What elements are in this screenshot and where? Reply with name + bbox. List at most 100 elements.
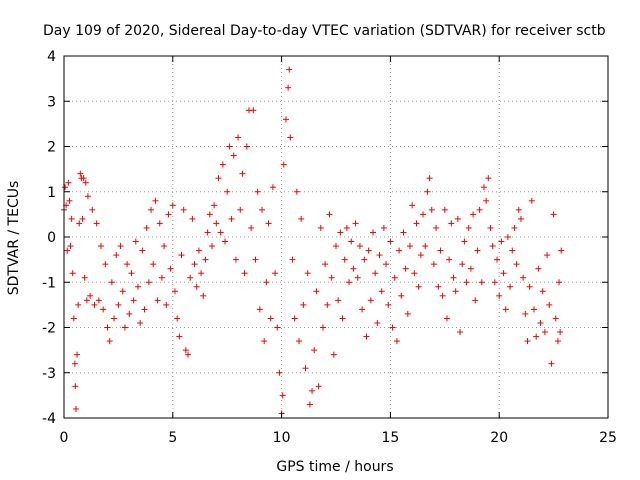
data-point [185,351,192,358]
data-point [241,270,248,277]
data-point [391,274,398,281]
data-point [302,365,309,372]
data-point [289,256,296,263]
data-point [459,261,466,268]
data-point [372,270,379,277]
data-point [520,274,527,281]
data-point [191,261,198,268]
data-point [204,229,211,236]
data-point [100,306,107,313]
data-point [82,179,89,186]
data-point [230,152,237,159]
data-point [111,315,118,322]
axis-ticks: 0 5 10 15 20 25 -4 -3 -2 -1 0 1 2 3 4 [42,49,617,446]
data-point [174,315,181,322]
data-point [487,224,494,231]
data-point [143,224,150,231]
data-point [365,247,372,254]
data-point [552,315,559,322]
data-point [72,383,79,390]
data-point [81,274,88,281]
data-point [248,224,255,231]
data-point [480,184,487,191]
data-point [276,369,283,376]
data-point [324,301,331,308]
data-point [239,170,246,177]
data-point [83,297,90,304]
data-point [387,238,394,245]
data-point [472,297,479,304]
y-tick-label: 4 [47,49,56,65]
data-point [544,252,551,259]
data-point [296,338,303,345]
data-point [361,256,368,263]
data-point [457,329,464,336]
data-point [498,238,505,245]
data-points [61,66,565,417]
data-point [476,206,483,213]
data-point [141,306,148,313]
data-point [478,279,485,286]
data-point [156,220,163,227]
data-point [72,405,79,412]
data-point [502,306,509,313]
data-point [113,252,120,259]
data-point [93,220,100,227]
data-point [417,252,424,259]
data-point [272,270,279,277]
data-point [269,184,276,191]
data-point [454,215,461,222]
data-point [528,197,535,204]
data-point [67,243,74,250]
y-tick-label: -4 [42,411,56,427]
data-point [439,292,446,299]
data-point [483,197,490,204]
data-point [165,211,172,218]
data-point [261,338,268,345]
data-point [213,220,220,227]
data-point [69,270,76,277]
data-point [115,301,122,308]
data-point [385,301,392,308]
data-point [400,229,407,236]
data-point [546,301,553,308]
chart-title: Day 109 of 2020, Sidereal Day-to-day VTE… [43,23,606,39]
data-point [531,306,538,313]
data-point [352,220,359,227]
data-point [132,238,139,245]
data-point [326,211,333,218]
data-point [222,238,229,245]
data-point [522,310,529,317]
data-point [75,301,82,308]
y-tick-label: -2 [42,321,56,337]
data-point [424,188,431,195]
data-point [65,179,72,186]
y-tick-label: 3 [47,94,56,110]
data-point [535,265,542,272]
data-point [330,351,337,358]
y-tick-label: -3 [42,366,56,382]
data-point [328,274,335,281]
data-point [243,143,250,150]
data-point [68,215,75,222]
data-point [450,274,457,281]
data-point [354,274,361,281]
data-point [363,333,370,340]
data-point [437,247,444,254]
data-point [311,347,318,354]
data-point [537,319,544,326]
data-point [89,206,96,213]
data-point [104,324,111,331]
data-point [341,256,348,263]
data-point [79,215,86,222]
data-point [215,175,222,182]
data-point [467,265,474,272]
data-point [309,387,316,394]
data-point [250,107,257,114]
data-point [152,197,159,204]
data-point [167,265,174,272]
data-point [337,229,344,236]
data-point [237,206,244,213]
data-point [232,256,239,263]
data-point [317,224,324,231]
